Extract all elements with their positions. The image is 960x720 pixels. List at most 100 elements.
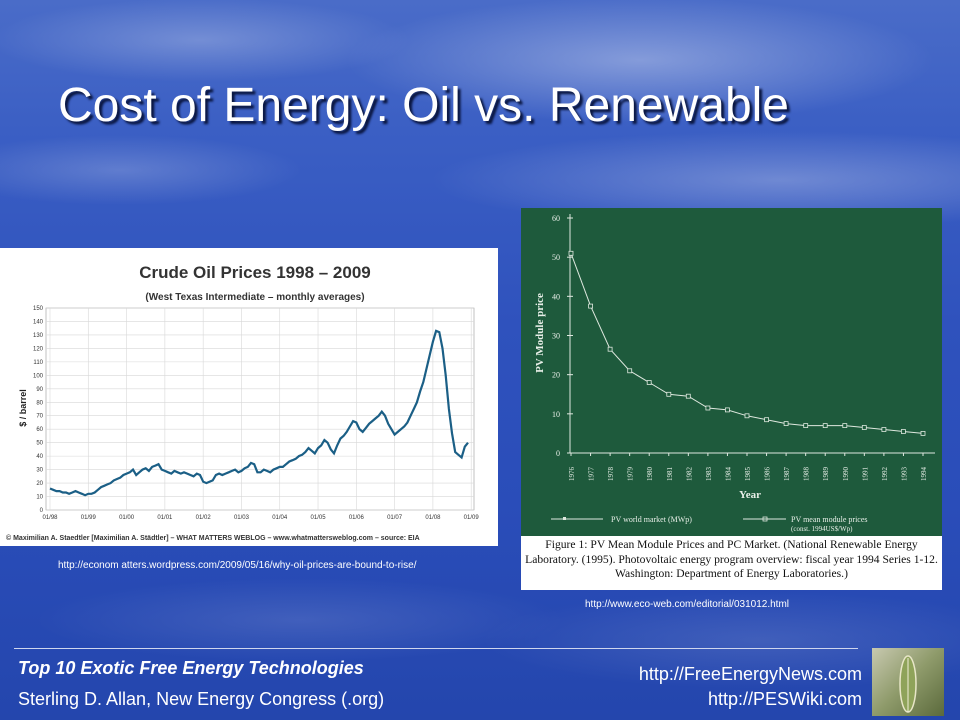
pv-x-tick-label: 1984: [724, 467, 732, 482]
oil-y-tick-label: 100: [33, 373, 44, 379]
pv-y-tick-label: 40: [552, 292, 560, 301]
oil-y-tick-label: 0: [40, 508, 44, 514]
pv-x-tick-label: 1983: [705, 467, 713, 482]
pv-data-point: [685, 393, 691, 399]
pv-data-point: [705, 405, 711, 411]
pv-data-point: [803, 423, 809, 429]
pv-data-point: [627, 368, 633, 374]
footer-site-peswiki[interactable]: http://PESWiki.com: [707, 689, 862, 709]
oil-y-tick-label: 10: [36, 495, 43, 501]
pv-legend-market: PV world market (MWp): [611, 515, 692, 524]
oil-x-tick-label: 01/08: [425, 515, 441, 521]
pv-chart-panel: PV Module price 0 10 20 30 40 50 60 1976 1977 19…: [521, 208, 942, 590]
pv-y-axis-label: PV Module price: [534, 293, 546, 373]
oil-price-chart: Crude Oil Prices 1998 – 2009 (West Texas…: [6, 263, 480, 542]
pv-price-series-line: [570, 253, 924, 434]
pv-legend-price-units: (const. 1994US$/Wp): [791, 525, 853, 533]
footer-series-title: Top 10 Exotic Free Energy Technologies: [18, 658, 364, 678]
oil-source-url[interactable]: http://econom atters.wordpress.com/2009/…: [58, 560, 417, 571]
pv-x-tick-label: 1989: [822, 467, 830, 482]
pv-legend-market-marker: [563, 517, 566, 520]
pv-x-tick-label: 1993: [900, 467, 908, 482]
pv-x-tick-label: 1988: [803, 467, 811, 482]
pv-data-point: [646, 380, 652, 385]
oil-x-tick-label: 01/07: [387, 515, 403, 521]
pv-y-tick-label: 10: [552, 410, 560, 419]
pv-y-tick-label: 50: [552, 253, 560, 262]
oil-x-tick-label: 01/04: [272, 515, 288, 521]
pv-legend-price: PV mean module prices: [791, 515, 868, 524]
oil-x-tick-label: 01/03: [234, 515, 250, 521]
pv-x-tick-label: 1978: [607, 467, 615, 482]
oil-y-tick-label: 110: [33, 360, 43, 366]
oil-y-axis-label: $ / barrel: [18, 389, 28, 427]
pv-data-point: [607, 346, 613, 352]
oil-y-tick-label: 60: [36, 427, 43, 433]
pv-data-point: [764, 417, 770, 423]
pv-price-chart: PV Module price 0 10 20 30 40 50 60 1976 1977 19…: [521, 214, 942, 590]
pv-x-tick-label: 1981: [666, 467, 674, 482]
oil-x-tick-label: 01/02: [196, 515, 212, 521]
pv-x-axis-label: Year: [739, 489, 761, 501]
pv-x-tick-label: 1986: [764, 467, 772, 482]
oil-y-tick-label: 50: [36, 441, 43, 447]
pv-x-tick-label: 1994: [920, 467, 928, 482]
pv-legend-price-marker: [762, 516, 768, 522]
pv-data-point: [666, 391, 672, 397]
pv-y-tick-label: 20: [552, 371, 560, 380]
pv-data-point: [900, 429, 906, 434]
pv-data-point: [822, 423, 828, 429]
oil-x-tick-label: 01/99: [81, 515, 97, 521]
oil-x-tick-label: 01/98: [42, 515, 58, 521]
oil-y-tick-label: 30: [36, 468, 43, 474]
pv-data-point: [842, 423, 848, 429]
oil-x-tick-label: 01/01: [157, 515, 173, 521]
oil-y-tick-label: 40: [36, 454, 43, 460]
oil-chart-credit: © Maximilian A. Staedtler [Maximilian A.…: [6, 534, 420, 542]
oil-y-tick-label: 150: [33, 306, 44, 312]
pv-x-tick-label: 1985: [744, 467, 752, 482]
pv-x-tick-label: 1979: [627, 467, 635, 482]
oil-chart-subtitle: (West Texas Intermediate – monthly avera…: [145, 292, 364, 303]
pv-y-tick-label: 30: [552, 332, 560, 341]
oil-x-tick-label: 01/09: [464, 515, 480, 521]
pv-caption-box: [521, 536, 942, 590]
pv-x-tick-label: 1982: [685, 467, 693, 482]
oil-price-series-line: [49, 329, 469, 497]
oil-x-tick-label: 01/06: [349, 515, 365, 521]
pv-data-point: [861, 425, 867, 430]
pv-data-point: [744, 413, 750, 419]
pv-caption: Figure 1: PV Mean Module Prices and PC M…: [525, 538, 938, 580]
pv-x-tick-label: 1992: [881, 467, 889, 482]
pv-x-tick-label: 1987: [783, 467, 791, 482]
oil-x-tick-label: 01/05: [311, 515, 327, 521]
oil-y-tick-label: 20: [36, 481, 43, 487]
pv-data-point: [588, 303, 593, 309]
oil-chart-panel: Crude Oil Prices 1998 – 2009 (West Texas…: [0, 248, 498, 546]
oil-plot-area: [45, 307, 475, 511]
pv-x-tick-label: 1976: [568, 467, 576, 482]
oil-x-tick-label: 01/00: [119, 515, 135, 521]
pv-x-tick-label: 1990: [842, 467, 850, 482]
oil-y-tick-label: 130: [33, 333, 44, 339]
pv-x-tick-label: 1991: [861, 467, 869, 482]
pv-x-tick-label: 1980: [646, 467, 654, 482]
oil-y-tick-label: 80: [36, 400, 43, 406]
footer-divider: [14, 648, 858, 649]
footer-logo-image: [872, 648, 944, 716]
footer-author: Sterling D. Allan, New Energy Congress (…: [18, 689, 385, 709]
pv-y-tick-label: 0: [556, 449, 560, 458]
oil-y-tick-label: 90: [36, 387, 43, 393]
oil-chart-title: Crude Oil Prices 1998 – 2009: [139, 263, 371, 282]
pv-data-point: [920, 430, 926, 436]
oil-y-tick-label: 140: [33, 319, 44, 325]
footer-site-freeenergynews[interactable]: http://FreeEnergyNews.com: [638, 664, 862, 684]
pv-data-point: [724, 407, 730, 413]
oil-y-tick-label: 120: [33, 346, 44, 352]
slide-title: Cost of Energy: Oil vs. Renewable: [58, 79, 789, 132]
pv-source-url[interactable]: http://www.eco-web.com/editorial/031012.…: [585, 599, 789, 610]
oil-y-tick-label: 70: [36, 414, 43, 420]
pv-data-point: [568, 250, 574, 256]
pv-x-tick-label: 1977: [588, 467, 596, 482]
pv-data-point: [881, 427, 887, 432]
